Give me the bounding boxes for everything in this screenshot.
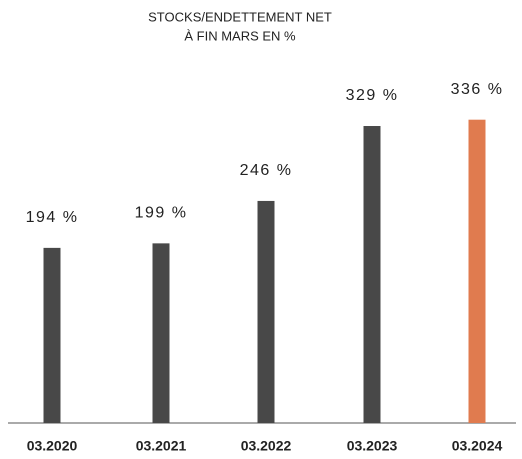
- x-tick-label: 03.2021: [136, 438, 187, 454]
- bar: [363, 126, 381, 424]
- bar: [257, 200, 275, 423]
- value-label: 199 %: [135, 205, 188, 222]
- x-tick-label: 03.2020: [27, 438, 78, 454]
- chart-title: STOCKS/ENDETTEMENT NET: [148, 9, 332, 24]
- x-tick-label: 03.2023: [347, 438, 398, 454]
- bar: [468, 119, 486, 423]
- x-tick-label: 03.2024: [452, 438, 503, 454]
- value-label: 329 %: [346, 87, 399, 104]
- chart-subtitle: À FIN MARS EN %: [184, 28, 296, 43]
- bar: [43, 247, 61, 423]
- value-label: 336 %: [451, 81, 504, 98]
- value-label: 194 %: [26, 209, 79, 226]
- bar: [152, 243, 170, 423]
- x-tick-label: 03.2022: [241, 438, 292, 454]
- value-label: 246 %: [240, 162, 293, 179]
